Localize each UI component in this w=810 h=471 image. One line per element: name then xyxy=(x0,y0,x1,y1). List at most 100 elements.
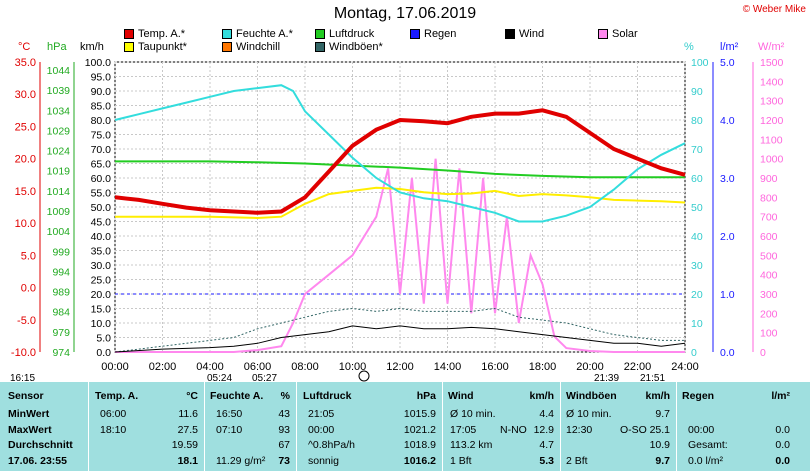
gust-label: 2 Bft xyxy=(566,454,588,467)
press-tick: 1004 xyxy=(47,226,71,238)
legend-swatch xyxy=(410,29,420,39)
legend-swatch xyxy=(222,29,232,39)
wind-tick: 40.0 xyxy=(91,231,112,243)
gust-value: 9.7 xyxy=(655,408,670,420)
press-tick: 1034 xyxy=(47,105,71,117)
row-label: Durchschnitt xyxy=(8,439,73,451)
legend-label: Feuchte A.* xyxy=(236,28,293,40)
hum-tick: 20 xyxy=(691,289,703,301)
wind-value: 4.4 xyxy=(539,408,554,420)
legend-swatch xyxy=(315,42,325,52)
header-hum: Feuchte A. xyxy=(210,390,264,402)
press-tick: 984 xyxy=(52,307,70,319)
rain-unit: l/m² xyxy=(720,41,739,53)
solar-tick: 1200 xyxy=(760,115,784,127)
column-separator xyxy=(442,382,443,471)
press-tick: 1019 xyxy=(47,166,71,178)
x-tick: 12:00 xyxy=(386,361,414,373)
rain-label: 0.0 l/m² xyxy=(688,454,724,467)
press-tick: 1029 xyxy=(47,125,71,137)
legend-item: Luftdruck xyxy=(315,28,374,40)
hum-time: 16:50 xyxy=(216,408,243,420)
header-rain-unit: l/m² xyxy=(771,390,790,402)
press-tick: 1024 xyxy=(47,146,71,158)
press-tick: 1009 xyxy=(47,206,71,218)
temp-value: 19.59 xyxy=(171,439,198,451)
header-temp: Temp. A. xyxy=(95,390,139,402)
hum-tick: 10 xyxy=(691,318,703,330)
legend-item: Feuchte A.* xyxy=(222,28,293,40)
gust-value: 25.1 xyxy=(649,423,670,436)
rain-tick: 3.0 xyxy=(720,173,735,185)
temp-unit: °C xyxy=(18,41,30,53)
wind-value: 12.9 xyxy=(533,423,554,436)
x-tick: 04:00 xyxy=(196,361,224,373)
wind-tick: 65.0 xyxy=(91,159,112,171)
column-separator xyxy=(296,382,297,471)
column-separator xyxy=(88,382,89,471)
legend-item: Taupunkt* xyxy=(124,41,187,53)
press-unit: hPa xyxy=(47,41,67,53)
chart-title: Montag, 17.06.2019 xyxy=(333,5,477,22)
legend-label: Solar xyxy=(612,28,638,40)
solar-tick: 800 xyxy=(760,192,778,204)
row-label: 17.06. 23:55 xyxy=(8,454,67,467)
temp-tick: 15.0 xyxy=(15,186,36,198)
press-tick: 1014 xyxy=(47,186,71,198)
solar-tick: 500 xyxy=(760,250,778,262)
temp-tick: 5.0 xyxy=(21,250,36,262)
stats-table: Sensor Temp. A. °C Feuchte A.% Luftdruck hPa W… xyxy=(0,382,810,471)
wind-tick: 15.0 xyxy=(91,304,112,316)
legend-label: Luftdruck xyxy=(329,28,375,40)
gust-label: 12:30 xyxy=(566,423,593,436)
hum-tick: 60 xyxy=(691,173,703,185)
row-label: MaxWert xyxy=(8,423,52,436)
press-tick: 989 xyxy=(52,287,70,299)
temp-time: 06:00 xyxy=(100,408,127,420)
copyright-link[interactable]: © Weber Mike xyxy=(742,4,806,15)
hum-time: 11.29 g/m² xyxy=(216,454,266,467)
x-tick: 18:00 xyxy=(529,361,557,373)
hum-tick: 50 xyxy=(691,202,703,214)
press-tick: 1044 xyxy=(47,65,71,77)
hum-value: 43 xyxy=(278,408,290,420)
header-hum-unit: % xyxy=(280,390,290,402)
temp-tick: 35.0 xyxy=(15,57,36,69)
wind-tick: 80.0 xyxy=(91,115,112,127)
legend-label: Windchill xyxy=(236,41,281,53)
solar-tick: 900 xyxy=(760,173,778,185)
solar-tick: 0 xyxy=(760,347,766,359)
legend-swatch xyxy=(222,42,232,52)
solar-tick: 100 xyxy=(760,328,778,340)
hum-tick: 100 xyxy=(691,57,709,69)
wind-line xyxy=(114,325,686,353)
column-separator xyxy=(560,382,561,471)
wind-value: 5.3 xyxy=(539,454,554,467)
hum-unit: % xyxy=(684,41,694,53)
press-value: 1021.2 xyxy=(403,423,436,436)
gust-value: 9.7 xyxy=(655,454,670,467)
temperature-line xyxy=(114,108,686,215)
rain-tick: 5.0 xyxy=(720,57,735,69)
sunrise-time: 05:24 xyxy=(207,373,232,382)
hum-tick: 90 xyxy=(691,86,703,98)
wind-tick: 35.0 xyxy=(91,246,112,258)
wind-tick: 50.0 xyxy=(91,202,112,214)
wind-tick: 95.0 xyxy=(91,72,112,84)
weather-chart: °C hPa km/h% l/m² W/m² 35.0 30.0 25.0 20.0 15.0 10… xyxy=(10,41,785,382)
gust-label: Ø 10 min. xyxy=(566,408,612,420)
wind-tick: 75.0 xyxy=(91,130,112,142)
hum-tick: 0 xyxy=(691,347,697,359)
gust-value: 10.9 xyxy=(649,439,670,451)
temp-tick: -10.0 xyxy=(11,347,36,359)
rain-value: 0.0 xyxy=(775,423,790,436)
wind-unit: km/h xyxy=(80,41,104,53)
legend-item: Wind xyxy=(505,28,544,40)
hum-tick: 70 xyxy=(691,144,703,156)
press-time: sonnig xyxy=(308,454,339,467)
solar-tick: 300 xyxy=(760,289,778,301)
wind-tick: 90.0 xyxy=(91,86,112,98)
legend-label: Windböen* xyxy=(329,41,383,53)
x-tick: 06:00 xyxy=(244,361,272,373)
temp-time: 18:10 xyxy=(100,423,127,436)
